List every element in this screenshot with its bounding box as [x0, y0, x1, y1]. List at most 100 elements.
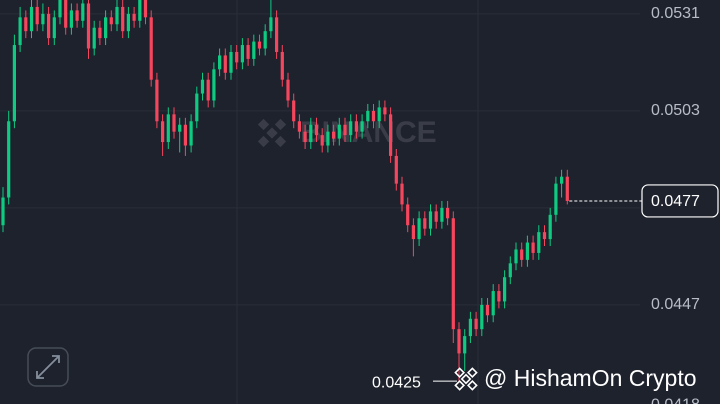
- candle-body: [525, 242, 529, 260]
- candle-body: [149, 17, 153, 80]
- candle-body: [195, 93, 199, 122]
- candle-body: [58, 0, 62, 18]
- candle-body: [257, 41, 262, 49]
- candle-body: [35, 6, 39, 25]
- y-tick-label: 0.0447: [651, 296, 700, 313]
- grid: [0, 13, 640, 306]
- candle-body: [143, 0, 148, 18]
- candle-body: [24, 17, 28, 32]
- candle-body: [514, 249, 518, 264]
- candle-body: [121, 6, 125, 32]
- expand-button[interactable]: [27, 347, 69, 387]
- candle-body: [183, 124, 187, 146]
- candle-body: [47, 13, 51, 39]
- candle-body: [7, 121, 11, 198]
- y-tick-label: 0.0503: [651, 102, 700, 119]
- candle-body: [86, 3, 91, 49]
- candle-body: [320, 135, 324, 146]
- candle-body: [337, 124, 341, 139]
- candle-body: [138, 0, 142, 21]
- candle-body: [508, 263, 512, 278]
- candle-body: [371, 110, 376, 122]
- candle-body: [389, 114, 393, 156]
- low-marker-label: 0.0425: [372, 374, 421, 391]
- candle-body: [417, 218, 421, 240]
- candle-body: [457, 329, 461, 354]
- candle-body: [240, 45, 244, 63]
- candle-body: [252, 41, 256, 59]
- candle-body: [92, 27, 96, 49]
- candle-body: [480, 304, 484, 330]
- candle-body: [497, 291, 501, 302]
- candle-body: [503, 277, 507, 302]
- candle-body: [235, 51, 239, 63]
- candle-body: [29, 6, 34, 32]
- candle-body: [314, 124, 319, 136]
- expand-frame[interactable]: [27, 347, 69, 387]
- candle-body: [297, 121, 301, 132]
- candle-body: [366, 110, 370, 122]
- candle-body: [354, 121, 358, 132]
- candle-body: [446, 207, 450, 219]
- candle-body: [212, 69, 216, 101]
- candle-body: [64, 0, 68, 28]
- expand-icon: [36, 355, 60, 379]
- candle-body: [554, 183, 558, 215]
- candle-body: [440, 207, 444, 222]
- candle-body: [377, 107, 381, 122]
- candle-body: [223, 55, 227, 73]
- candle-body: [520, 249, 524, 260]
- credit-logo: [454, 367, 478, 391]
- candle-body: [18, 17, 22, 46]
- candle-body: [463, 336, 467, 354]
- candle-body: [303, 131, 307, 143]
- candle-body: [206, 79, 210, 101]
- candle-body: [309, 124, 313, 143]
- candle-body: [292, 100, 296, 122]
- candle-body: [178, 124, 182, 132]
- candle-body: [161, 121, 165, 143]
- last-price-box: [641, 184, 719, 218]
- candle-body: [332, 131, 336, 139]
- candle-body: [52, 17, 56, 39]
- candle-body: [172, 114, 176, 132]
- candle-body: [12, 45, 16, 122]
- y-tick-label: 0.0531: [651, 5, 700, 22]
- candle-body: [269, 17, 273, 32]
- overlay: 0.0477 0.0425: [372, 184, 719, 391]
- candle-body: [560, 176, 564, 184]
- candle-body: [189, 121, 193, 146]
- candle-body: [280, 51, 284, 80]
- candle-body: [81, 3, 85, 21]
- candle-body: [542, 232, 547, 240]
- candle-body: [200, 79, 205, 94]
- candle-body: [400, 183, 404, 205]
- candle-body: [537, 232, 541, 253]
- candle-body: [326, 131, 330, 146]
- candle-body: [565, 176, 569, 201]
- candles: [1, 0, 569, 382]
- candle-body: [428, 211, 433, 229]
- candle-body: [485, 304, 490, 316]
- candle-body: [474, 318, 478, 330]
- candle-body: [286, 79, 290, 101]
- candle-body: [115, 6, 119, 25]
- candle-body: [75, 10, 79, 21]
- last-price-label: 0.0477: [651, 193, 700, 210]
- credit-text: @ HishamOn Crypto: [484, 365, 697, 391]
- candle-body: [166, 114, 170, 143]
- candle-body: [548, 214, 552, 240]
- candle-body: [531, 242, 535, 253]
- candle-body: [41, 13, 45, 25]
- candle-body: [98, 27, 102, 39]
- candle-body: [275, 17, 279, 52]
- candle-body: [394, 155, 398, 184]
- candle-body: [1, 197, 5, 226]
- candle-body: [423, 218, 427, 229]
- candle-body: [109, 17, 113, 25]
- candle-body: [360, 121, 364, 132]
- candle-body: [468, 318, 472, 337]
- candle-body: [263, 31, 267, 49]
- candle-body: [451, 218, 455, 330]
